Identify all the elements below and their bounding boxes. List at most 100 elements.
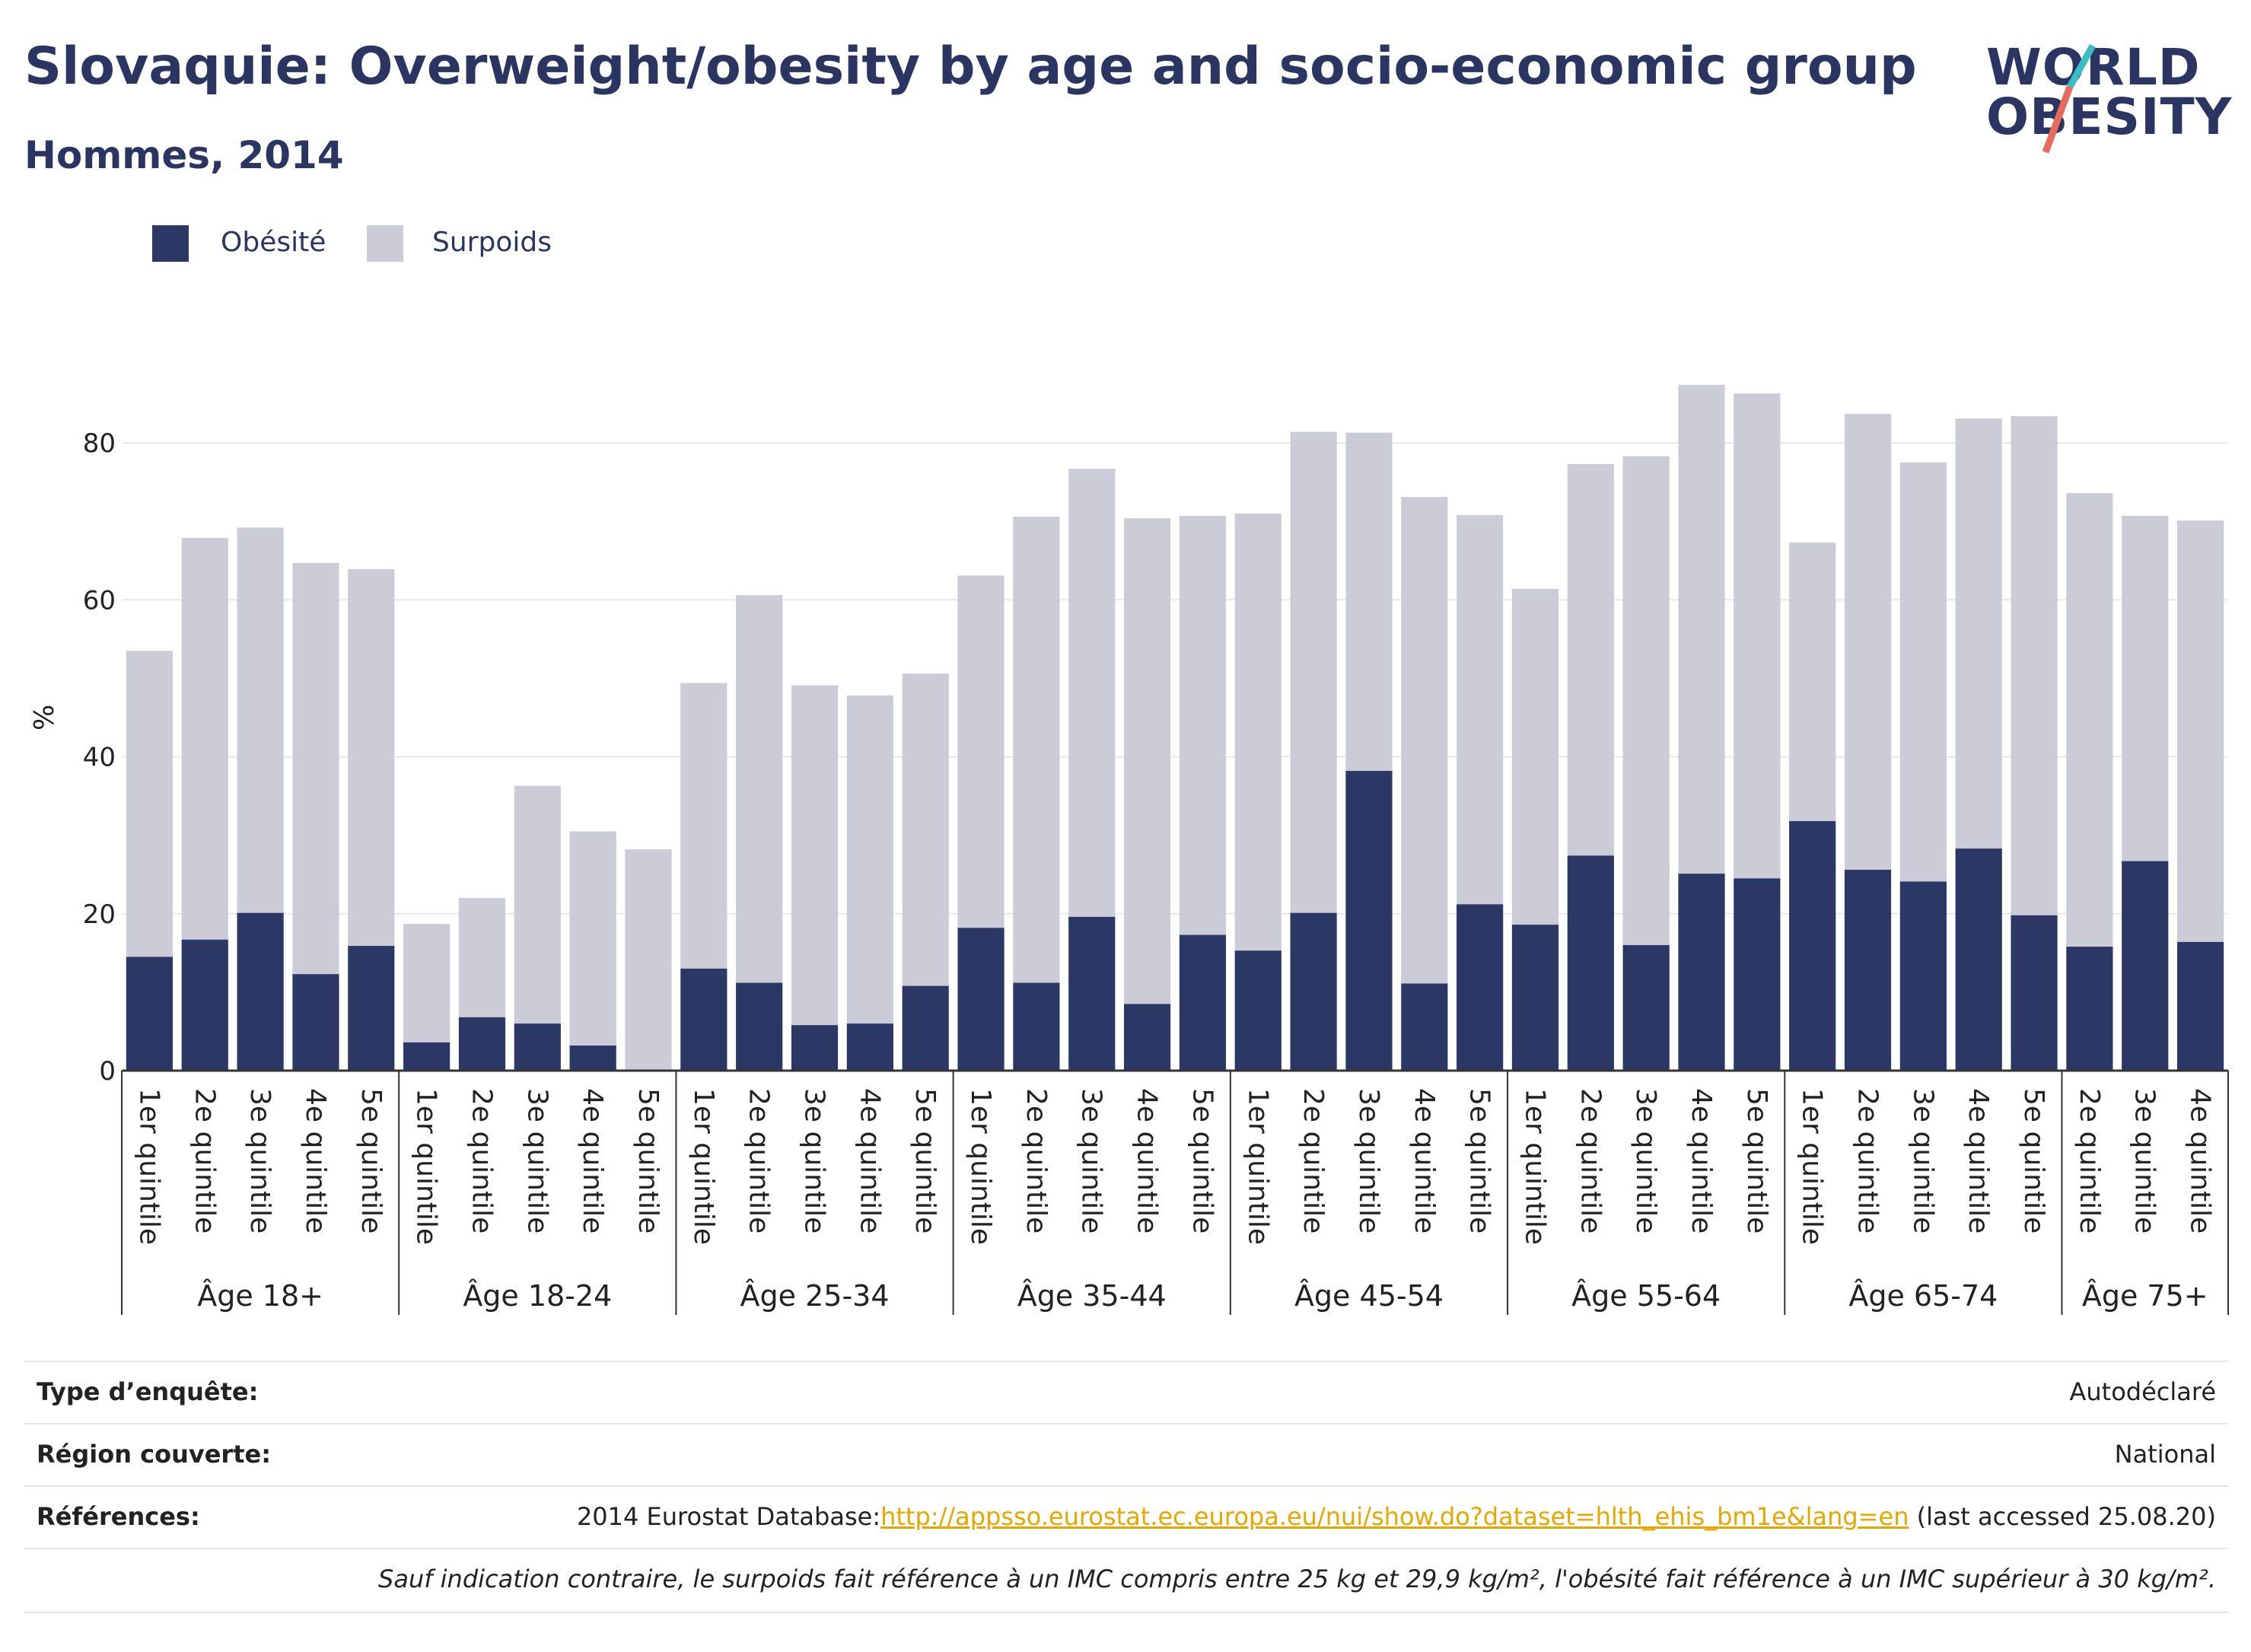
stacked-bar-chart: 0 20 40 60 80% 1er quintile 2e quintile 3e quin… [29, 384, 2229, 1315]
x-tick-label: 1er quintile [1242, 1088, 1273, 1245]
bar-obesity [126, 957, 174, 1071]
bar-obesity [2122, 861, 2169, 1071]
x-tick-label: 5e quintile [1186, 1088, 1218, 1233]
group-label: Âge 18-24 [463, 1279, 612, 1313]
y-tick-label: 20 [83, 899, 116, 930]
legend-label-overweight: Surpoids [432, 227, 552, 258]
x-tick-label: 5e quintile [909, 1088, 941, 1233]
bar-overweight [736, 595, 783, 983]
legend-swatch-overweight [367, 225, 403, 262]
bar-overweight [680, 683, 728, 969]
x-tick-label: 2e quintile [743, 1088, 775, 1233]
bar-overweight [514, 785, 561, 1024]
x-tick-label: 2e quintile [1020, 1088, 1052, 1233]
x-tick-label: 1er quintile [133, 1088, 164, 1245]
references-label: Références: [37, 1502, 200, 1531]
bar-overweight [1844, 413, 1892, 870]
x-tick-label: 4e quintile [1409, 1088, 1440, 1233]
x-tick-label: 1er quintile [688, 1088, 719, 1245]
bar-obesity [902, 985, 949, 1071]
chart-title: Slovaquie: Overweight/obesity by age and… [24, 37, 1917, 97]
world-obesity-logo: WORLD OBESITY [1986, 30, 2237, 167]
x-tick-label: 3e quintile [2129, 1088, 2160, 1233]
x-tick-label: 3e quintile [1076, 1088, 1107, 1233]
bar-obesity [1899, 881, 1947, 1071]
x-tick-label: 4e quintile [577, 1088, 608, 1233]
legend-swatch-obesity [152, 225, 189, 262]
bar-overweight [1013, 516, 1060, 983]
x-tick-label: 4e quintile [1686, 1088, 1717, 1233]
bar-obesity [1955, 848, 2002, 1071]
group-label: Âge 25-34 [740, 1279, 890, 1313]
bar-overweight [1567, 463, 1614, 856]
x-tick-label: 1er quintile [965, 1088, 996, 1245]
bar-obesity [1068, 916, 1116, 1071]
bar-overweight [1457, 514, 1504, 905]
bar-overweight [1123, 518, 1171, 1004]
x-tick-label: 5e quintile [1741, 1088, 1772, 1233]
x-tick-label: 2e quintile [1297, 1088, 1329, 1233]
y-tick-label: 0 [99, 1056, 116, 1087]
bar-overweight [181, 537, 228, 940]
info-row-survey-type: Type d’enquête: Autodéclaré [24, 1361, 2228, 1424]
bar-obesity [2066, 947, 2113, 1071]
bar-overweight [846, 695, 893, 1024]
bar-obesity [1622, 945, 1670, 1071]
bar-obesity [957, 928, 1005, 1071]
bar-overweight [1511, 588, 1559, 925]
bar-overweight [237, 527, 284, 913]
bar-overweight [569, 831, 616, 1046]
bar-obesity [680, 968, 728, 1071]
group-label: Âge 55-64 [1571, 1279, 1721, 1313]
survey-type-label: Type d’enquête: [37, 1377, 259, 1406]
logo-text-line2: OBESITY [1986, 88, 2233, 146]
bar-obesity [403, 1042, 451, 1071]
bar-overweight [2122, 515, 2169, 861]
bar-obesity [1013, 982, 1060, 1071]
x-tick-label: 2e quintile [1574, 1088, 1606, 1233]
x-tick-label: 2e quintile [2074, 1088, 2105, 1233]
references-link[interactable]: http://appsso.eurostat.ec.europa.eu/nui/… [880, 1502, 1909, 1531]
bar-obesity [2176, 941, 2224, 1071]
group-label: Âge 35-44 [1017, 1279, 1167, 1313]
bar-overweight [625, 849, 672, 1071]
x-tick-label: 3e quintile [521, 1088, 552, 1233]
bar-obesity [569, 1046, 616, 1071]
bar-overweight [1179, 515, 1227, 935]
bar-overweight [348, 569, 395, 947]
y-axis-label: % [29, 705, 60, 731]
bar-obesity [1234, 950, 1282, 1071]
bar-obesity [1678, 874, 1725, 1071]
bar-overweight [2176, 520, 2224, 942]
bar-obesity [1567, 855, 1614, 1071]
bar-obesity [791, 1025, 839, 1071]
x-tick-label: 5e quintile [2018, 1088, 2049, 1233]
bar-overweight [1234, 513, 1282, 951]
info-row-references: Références: 2014 Eurostat Database:http:… [24, 1485, 2228, 1549]
x-tick-label: 2e quintile [189, 1088, 220, 1233]
bar-obesity [1345, 771, 1393, 1071]
group-label: Âge 65-74 [1848, 1279, 1998, 1313]
bar-obesity [846, 1023, 893, 1071]
x-tick-label: 2e quintile [1852, 1088, 1883, 1233]
x-tick-label: 4e quintile [1963, 1088, 1994, 1233]
bar-obesity [1789, 821, 1836, 1071]
x-tick-label: 5e quintile [355, 1088, 387, 1233]
group-label: Âge 75+ [2082, 1279, 2208, 1313]
x-tick-label: 5e quintile [1464, 1088, 1495, 1233]
references-suffix: (last accessed 25.08.20) [1909, 1502, 2216, 1531]
bar-overweight [791, 685, 839, 1026]
bar-overweight [1955, 419, 2002, 849]
bar-overweight [902, 673, 949, 986]
bar-overweight [403, 924, 451, 1042]
region-value: National [2114, 1440, 2216, 1469]
bar-obesity [1290, 912, 1337, 1071]
y-tick-label: 80 [83, 428, 116, 459]
bar-obesity [2011, 915, 2058, 1071]
info-row-note: Sauf indication contraire, le surpoids f… [24, 1548, 2228, 1613]
x-tick-label: 1er quintile [1519, 1088, 1550, 1245]
bar-overweight [1789, 542, 1836, 822]
bar-obesity [237, 912, 284, 1071]
survey-type-value: Autodéclaré [2069, 1377, 2216, 1406]
bar-overweight [1068, 469, 1116, 917]
